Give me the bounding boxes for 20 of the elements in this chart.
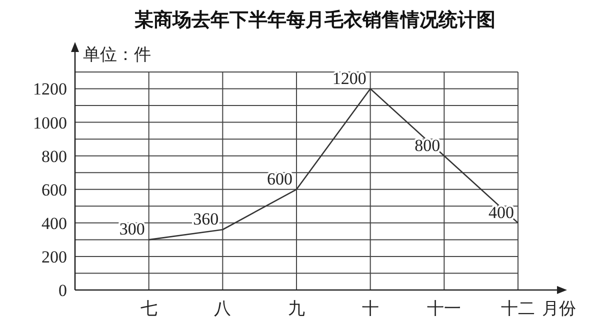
data-label: 600 xyxy=(267,169,292,188)
y-tick-label: 1000 xyxy=(33,113,67,132)
x-tick-label: 九 xyxy=(288,299,305,318)
x-tick-label: 七 xyxy=(140,299,158,318)
y-tick-label: 200 xyxy=(42,247,67,266)
x-tick-label: 八 xyxy=(214,299,232,318)
line-series xyxy=(148,88,519,240)
y-tick-label: 600 xyxy=(42,180,67,200)
data-label: 300 xyxy=(119,220,145,239)
y-tick-label: 1200 xyxy=(33,80,67,99)
x-tick-label: 十 xyxy=(362,299,379,318)
y-tick-label: 0 xyxy=(58,280,67,300)
y-tick-label: 800 xyxy=(42,146,67,166)
data-label: 1200 xyxy=(332,68,366,88)
x-tick-label: 十一 xyxy=(427,299,462,318)
x-tick-label: 十二 xyxy=(501,299,535,318)
x-axis-title: 月份 xyxy=(542,299,576,318)
chart-title: 某商场去年下半年每月毛衣销售情况统计图 xyxy=(134,9,496,31)
y-axis-title: 单位：件 xyxy=(83,45,151,64)
y-tick-label: 400 xyxy=(42,214,67,233)
